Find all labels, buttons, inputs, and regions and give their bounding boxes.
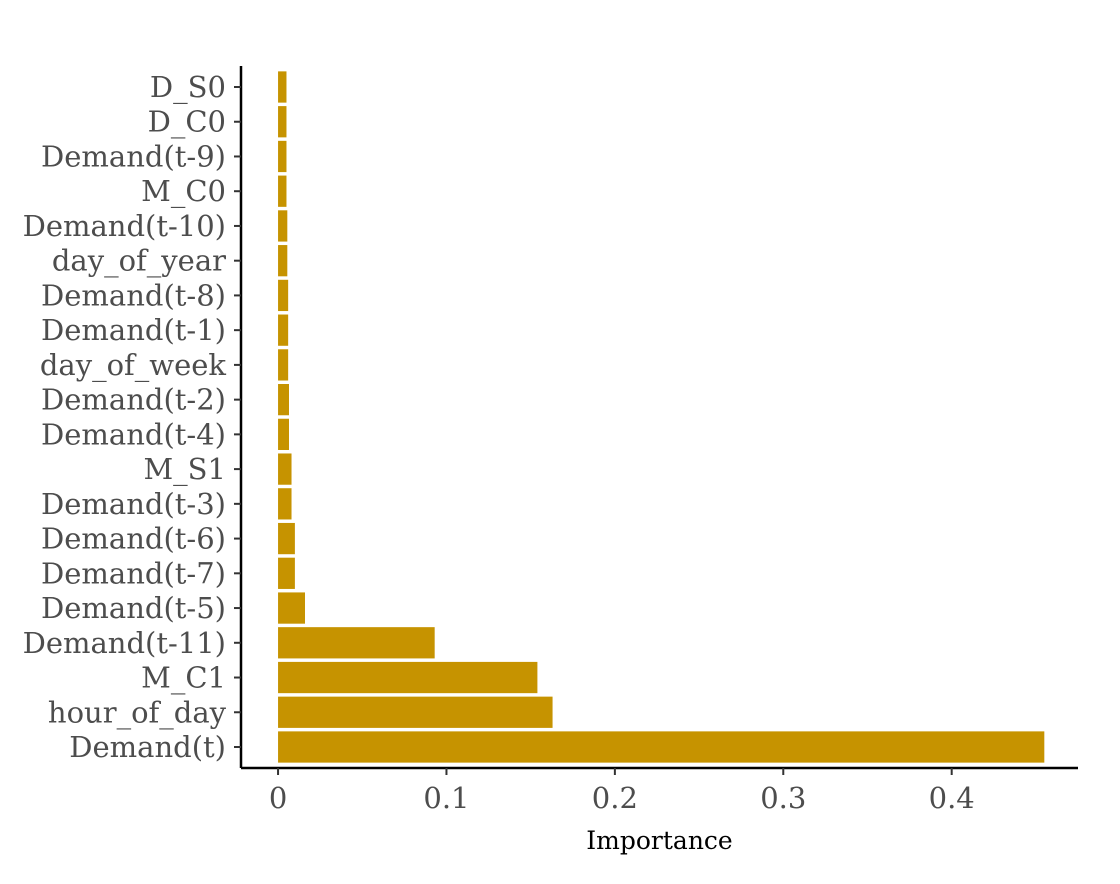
x-tick-label: 0.1 bbox=[423, 781, 469, 815]
y-tick-label: Demand(t-10) bbox=[23, 209, 226, 243]
bar-Demand(t-5) bbox=[278, 592, 305, 624]
y-tick-label: Demand(t-8) bbox=[41, 278, 226, 312]
bar-day_of_year bbox=[278, 245, 288, 277]
y-tick-label: D_C0 bbox=[148, 105, 226, 140]
y-tick-label: Demand(t-7) bbox=[41, 556, 226, 590]
bar-Demand(t-11) bbox=[278, 627, 435, 659]
y-tick-label: Demand(t-4) bbox=[41, 417, 226, 451]
x-axis-title: Importance bbox=[586, 826, 732, 855]
bar-Demand(t-7) bbox=[278, 557, 295, 589]
bar-M_C1 bbox=[278, 661, 538, 694]
bar-M_C0 bbox=[278, 175, 287, 207]
x-tick-label: 0.2 bbox=[592, 781, 638, 815]
y-tick-label: Demand(t-3) bbox=[41, 487, 226, 521]
x-axis: 0 0.1 0.2 0.3 0.4 bbox=[241, 766, 1078, 815]
y-tick-label: M_C0 bbox=[141, 174, 226, 209]
y-axis: D_S0D_C0Demand(t-9)M_C0Demand(t-10)day_o… bbox=[23, 66, 243, 768]
x-tick-label: 0 bbox=[269, 781, 287, 815]
y-tick-label: Demand(t-1) bbox=[41, 313, 226, 347]
y-tick-label: Demand(t-6) bbox=[41, 522, 226, 556]
y-tick-label: M_C1 bbox=[141, 661, 226, 696]
bar-Demand(t-10) bbox=[278, 210, 288, 242]
bar-hour_of_day bbox=[278, 696, 553, 728]
bar-Demand(t-3) bbox=[278, 488, 292, 520]
bar-Demand(t-6) bbox=[278, 522, 295, 555]
y-tick-label: Demand(t-2) bbox=[41, 383, 226, 417]
y-tick-label: Demand(t-5) bbox=[41, 591, 226, 625]
bar-day_of_week bbox=[278, 349, 289, 381]
bar-Demand(t-1) bbox=[278, 314, 289, 346]
y-tick-label: Demand(t-9) bbox=[41, 139, 226, 173]
bar-D_S0 bbox=[278, 71, 287, 103]
y-tick-label: day_of_year bbox=[52, 244, 226, 279]
y-tick-label: Demand(t-11) bbox=[23, 626, 226, 660]
y-tick-label: M_S1 bbox=[143, 452, 226, 487]
bar-Demand(t-9) bbox=[278, 140, 287, 173]
bar-M_S1 bbox=[278, 453, 292, 485]
y-tick-label: Demand(t) bbox=[69, 730, 226, 764]
bars-group bbox=[278, 71, 1045, 763]
y-tick-label: D_S0 bbox=[150, 70, 226, 105]
bar-D_C0 bbox=[278, 106, 287, 138]
x-tick-label: 0.4 bbox=[929, 781, 975, 815]
bar-Demand(t-8) bbox=[278, 279, 289, 312]
y-tick-label: hour_of_day bbox=[48, 695, 227, 730]
y-tick-label: day_of_week bbox=[40, 348, 227, 383]
x-tick-label: 0.3 bbox=[760, 781, 806, 815]
bar-Demand(t) bbox=[278, 731, 1045, 763]
bar-Demand(t-4) bbox=[278, 418, 289, 450]
bar-Demand(t-2) bbox=[278, 384, 289, 416]
